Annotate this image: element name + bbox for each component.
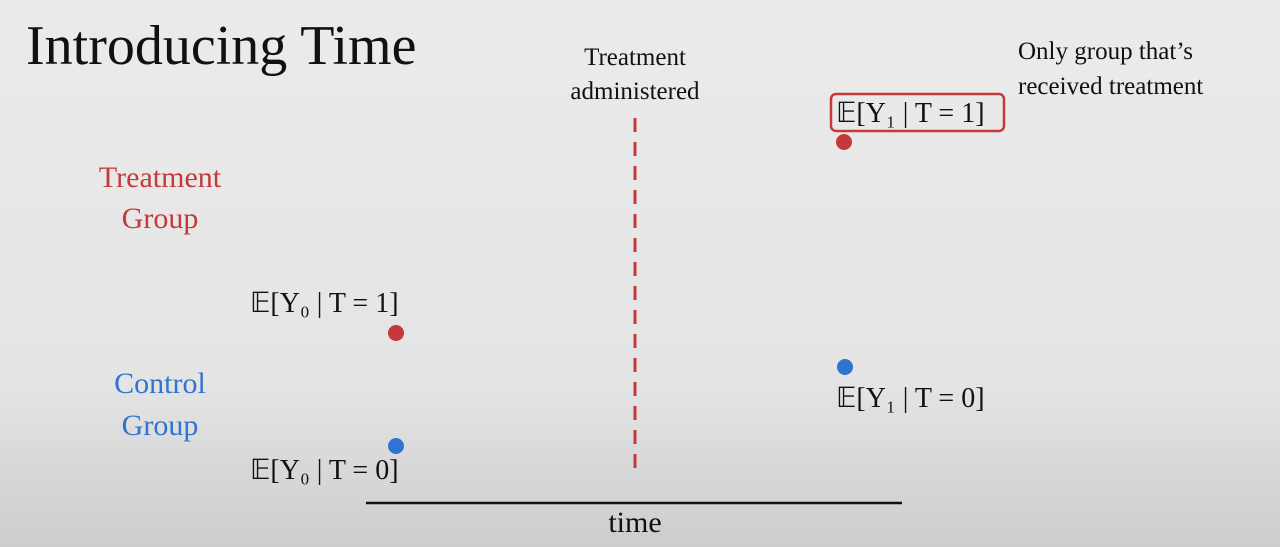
note-line: Only group that’s: [1018, 38, 1193, 65]
point: [836, 134, 852, 150]
axis-label: time: [608, 506, 661, 539]
point: [837, 359, 853, 375]
group-label: Treatment: [99, 161, 222, 194]
treatment-marker-line: Treatment: [584, 44, 686, 71]
note-line: received treatment: [1018, 73, 1203, 100]
point: [388, 438, 404, 454]
expectation-label: 𝔼[Y₁ | T = 0]: [836, 383, 985, 414]
point: [388, 325, 404, 341]
expectation-label: 𝔼[Y₁ | T = 1]: [836, 98, 985, 129]
group-label: Group: [122, 409, 199, 442]
group-label: Group: [122, 202, 199, 235]
slide-title: Introducing Time: [26, 15, 416, 77]
highlight-box: [829, 92, 1006, 133]
treatment-marker-line: administered: [570, 78, 700, 105]
expectation-label: 𝔼[Y₀ | T = 1]: [250, 288, 399, 319]
group-label: Control: [114, 367, 206, 400]
expectation-label: 𝔼[Y₀ | T = 0]: [250, 455, 399, 486]
